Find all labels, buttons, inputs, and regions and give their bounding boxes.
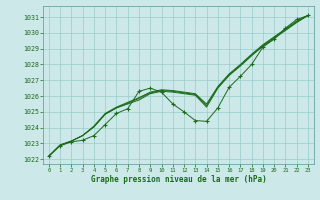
X-axis label: Graphe pression niveau de la mer (hPa): Graphe pression niveau de la mer (hPa) <box>91 175 266 184</box>
